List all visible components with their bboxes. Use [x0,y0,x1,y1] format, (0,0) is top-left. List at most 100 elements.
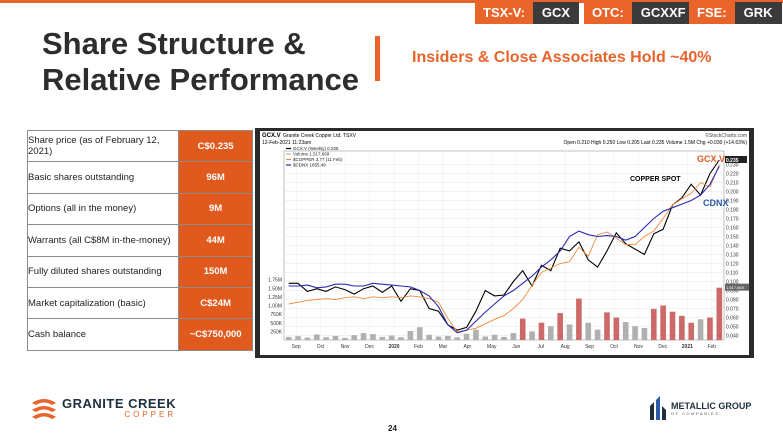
ticker-symbol: GRK [734,2,782,24]
legend-entry: $CDNX 1655.49 [293,163,326,168]
volume-bar [323,337,329,340]
series-line [288,164,720,333]
y-tick-label: 0.110 [726,271,738,277]
y-tick-label: 0.180 [726,208,739,214]
series-line [288,166,720,334]
row-value: 44M [178,224,253,257]
row-label: Cash balance [26,318,180,351]
volume-bar [426,334,432,340]
volume-bar [482,336,489,340]
volume-bar [594,329,601,340]
last-price-badge [725,156,747,163]
x-tick-label: Mar [439,344,448,350]
stock-chart-panel: 0.230 0.220 0.210 0.200 0.190 0.180 0.170 0.160… [260,131,749,355]
table-row: Market capitalization (basic) C$24M [26,286,253,320]
row-label: Fully diluted shares outstanding [26,255,180,288]
y-tick-label: 0.140 [726,244,739,250]
y-tick-label: 0.210 [726,181,739,187]
logo-name: GRANITE CREEK [62,396,177,411]
ticker-symbol: GCX [532,2,580,24]
volume-bar [332,335,339,340]
volume-bar [529,331,535,340]
row-value: ~C$750,000 [178,318,253,351]
chart-source: ©StockCharts.com [705,132,747,139]
y-tick-label: 0.200 [726,190,739,196]
volume-bar [510,333,517,340]
volume-bar [351,335,358,340]
volume-bar [716,287,723,340]
row-label: Basic shares outstanding [26,161,180,194]
volume-bar [285,336,292,340]
volume-tick-label: 1.75M [268,278,282,284]
row-value: C$24M [178,286,253,320]
last-price-value: 0.235 [726,158,739,164]
annotation-cdnx: CDNX [703,198,729,208]
logo-name: METALLIC GROUP [671,400,752,411]
table-row: Warrants (all C$8M in-the-money) 44M [26,224,253,257]
ticker-fse: FSE: GRK [689,2,782,24]
y-tick-label: 0.230 [726,163,739,169]
volume-bar [538,322,545,340]
volume-tick-label: 750K [270,312,282,318]
metallic-group-mark-icon [650,396,666,420]
metallic-group-logo: METALLIC GROUP OF COMPANIES [648,396,751,420]
volume-bar [632,326,638,340]
row-value: 96M [178,161,253,194]
volume-bar [360,333,367,340]
volume-bar [313,334,320,340]
ticker-exchange: OTC: [584,2,632,24]
volume-bar [454,337,460,340]
volume-bar [379,336,386,340]
y-tick-label: 0.150 [726,235,739,241]
y-tick-label: 0.190 [726,199,739,205]
ticker-exchange: TSX-V: [475,2,533,24]
volume-bar [669,311,676,340]
y-tick-label: 0.050 [726,325,739,331]
row-label: Market capitalization (basic) [26,286,180,320]
granite-creek-mark-icon [32,399,56,419]
stock-chart-frame: 0.230 0.220 0.210 0.200 0.190 0.180 0.170 0.160… [255,128,754,358]
volume-bar [548,326,554,340]
volume-bar [585,322,592,340]
x-tick-label: May [487,344,497,350]
logo-subname: COPPER [124,410,177,419]
y-tick-label: 0.160 [726,226,739,232]
x-tick-label: Oct [610,344,618,350]
volume-bar [388,335,395,340]
legend-entry: $COPPER 3.77 (11 Feb) [293,157,343,162]
granite-creek-logo: GRANITE CREEK COPPER [30,397,176,419]
legend-entry: GCX.V (Weekly) 0.235 [293,146,339,151]
volume-bar [697,319,704,340]
row-value: 150M [178,255,253,288]
row-label: Share price (as of February 12, 2021) [26,129,180,163]
volume-bar [650,308,657,340]
x-tick-label: Sep [585,344,594,350]
volume-bar [342,337,348,340]
volume-bar [370,334,376,340]
last-volume-badge [725,283,749,291]
table-row: Fully diluted shares outstanding 150M [26,255,253,288]
volume-bar [416,327,423,340]
volume-bar [576,298,582,340]
x-tick-label: Feb [707,344,716,350]
volume-tick-label: 500K [270,321,282,327]
row-label: Warrants (all C$8M in-the-money) [26,224,180,257]
volume-bar [660,305,666,340]
y-tick-label: 0.090 [726,289,739,295]
x-tick-label: Dec [658,344,667,350]
volume-bar [295,336,301,340]
x-tick-label: Apr [463,344,471,350]
ticker-otc: OTC: GCXXF [584,2,695,24]
x-tick-label: Nov [341,344,350,350]
volume-bar [557,313,563,340]
title-divider [375,36,380,81]
y-tick-label: 0.170 [726,217,739,223]
volume-bar [641,327,648,340]
table-row: Share price (as of February 12, 2021) C$0… [26,129,253,163]
page-number: 24 [388,424,397,433]
ticker-exchange: FSE: [689,2,735,24]
legend-entry: Volume 1,517,669 [293,152,330,157]
annotation-gcx: GCX.V [697,154,725,164]
page-title-line2: Relative Performance [42,62,360,97]
chart-date: 12-Feb-2021 11:23am [262,140,311,146]
